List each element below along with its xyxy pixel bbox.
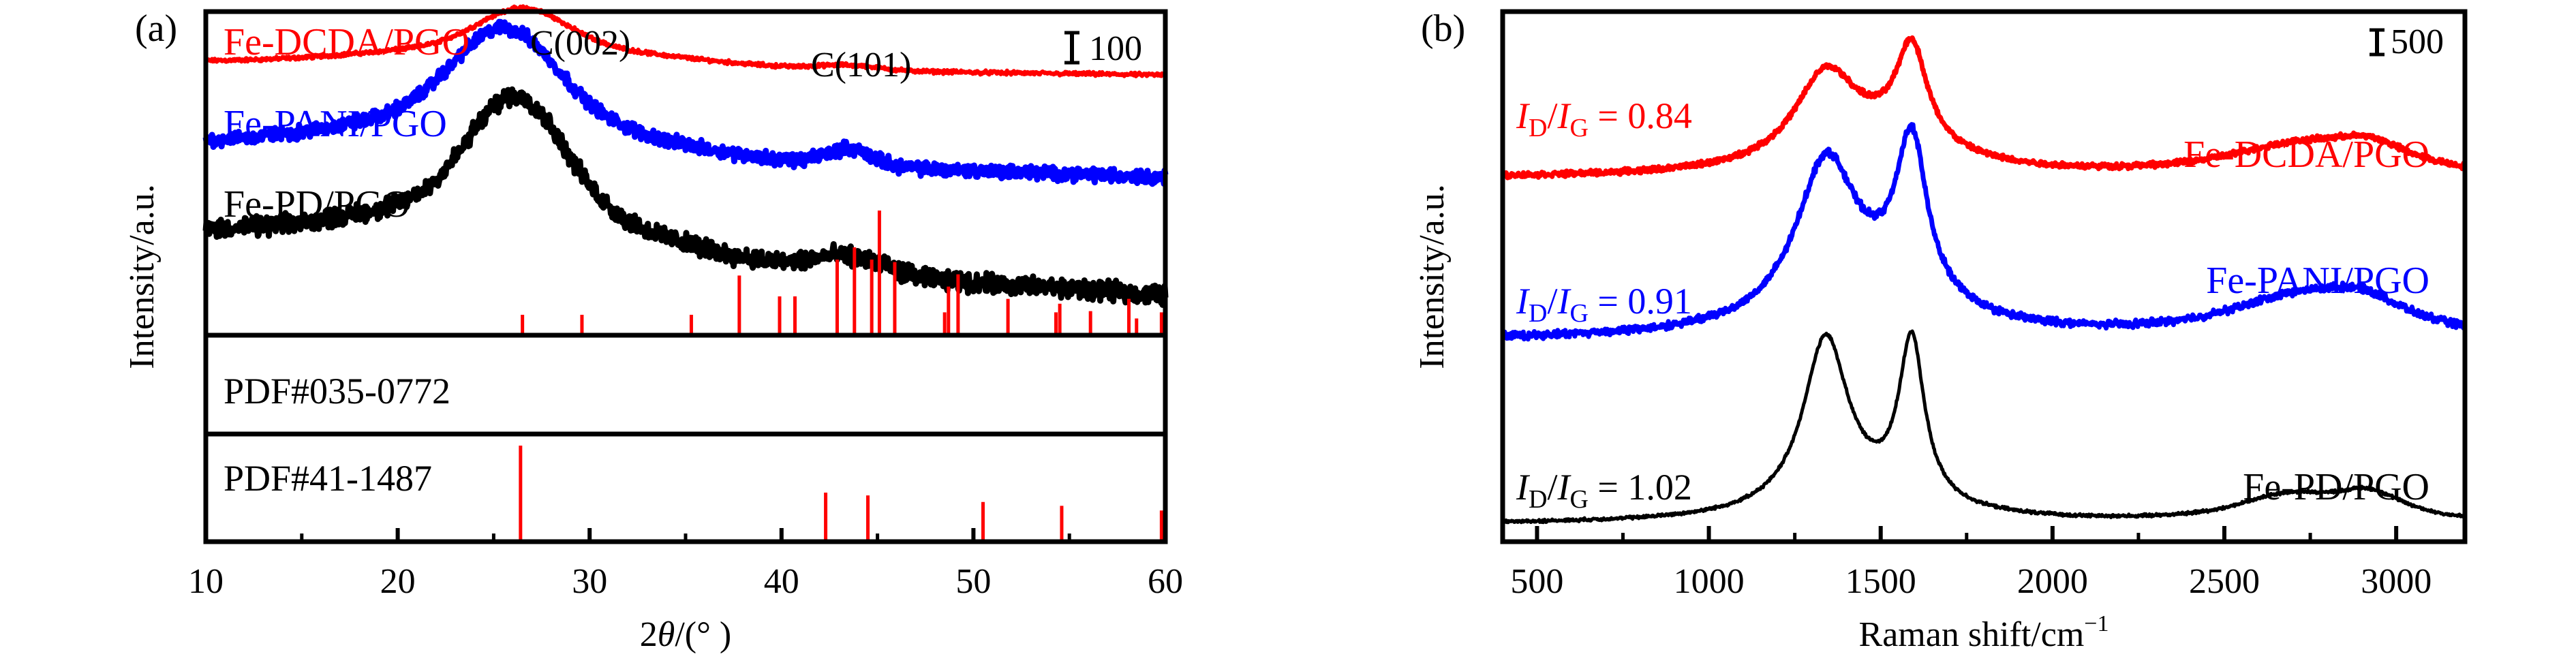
y-axis-title-a: Intensity/a.u. (123, 184, 162, 369)
series-label-fe-dcda-a: Fe-DCDA/PGO (224, 21, 470, 63)
scale-bar-b (2370, 28, 2385, 57)
ratio-label-fe-pd: ID/IG = 1.02 (1516, 467, 1692, 514)
x-tick-label: 40 (764, 562, 799, 601)
xrd-trace-fe-pani-pgo (202, 18, 1169, 187)
raman-trace-fe-pd-pgo (1501, 329, 2466, 525)
x-ticks-a (204, 528, 1167, 542)
x-tick-label: 30 (572, 562, 607, 601)
x-tick-label: 60 (1148, 562, 1183, 601)
scale-bar-label-b: 500 (2391, 22, 2444, 61)
series-label-fe-pd-a: Fe-PD/PGO (224, 183, 410, 226)
series-label-fe-pani-a: Fe-PANI/PGO (224, 103, 447, 145)
x-tick-label: 2500 (2189, 562, 2260, 601)
series-label-fe-pani-b: Fe-PANI/PGO (2206, 260, 2429, 302)
annotation-c101: C(101) (811, 46, 911, 84)
x-tick-label: 20 (380, 562, 416, 601)
raman-panel: (b) Intensity/a.u. 500 Fe-DCDA/PGO Fe-PA… (1413, 7, 2468, 654)
x-axis-title-a: 2θ/(° ) (640, 615, 731, 654)
y-axis-title-b: Intensity/a.u. (1413, 184, 1452, 369)
x-tick-labels-a: 10 20 30 40 50 60 (188, 562, 1183, 601)
series-label-fe-pd-b: Fe-PD/PGO (2243, 466, 2429, 508)
ref-label-41-1487: PDF#41-1487 (224, 458, 432, 499)
x-tick-label: 2000 (2017, 562, 2088, 601)
raman-trace-fe-dcda-pgo (1501, 35, 2467, 181)
x-tick-labels-b: 500 1000 1500 2000 2500 3000 (1510, 562, 2432, 601)
ratio-label-fe-dcda: ID/IG = 0.84 (1516, 95, 1692, 142)
xrd-series-group (202, 4, 1169, 308)
x-tick-label: 500 (1510, 562, 1563, 601)
xrd-trace-fe-pd-pgo (202, 86, 1169, 308)
series-label-fe-dcda-b: Fe-DCDA/PGO (2183, 134, 2429, 176)
xrd-trace-fe-dcda-pgo (204, 4, 1167, 78)
panel-label-a: (a) (135, 7, 177, 50)
x-axis-title-b: Raman shift/cm−1 (1859, 611, 2109, 654)
ref-label-035-0772: PDF#035-0772 (224, 371, 450, 412)
plot-frame-b (1500, 9, 2468, 544)
xrd-panel: (a) Intensity/a.u. Fe-DCDA/PGO Fe-PANI/P… (123, 4, 1183, 654)
raman-trace-fe-pani-pgo (1500, 122, 2467, 342)
x-tick-label: 1500 (1845, 562, 1916, 601)
x-tick-label: 10 (188, 562, 224, 601)
scale-bar-label-a: 100 (1089, 29, 1142, 68)
x-tick-label: 1000 (1674, 562, 1745, 601)
annotation-c002: C(002) (530, 24, 630, 63)
x-ticks-b (1535, 526, 2399, 542)
raman-series-group (1500, 35, 2467, 525)
ratio-label-fe-pani: ID/IG = 0.91 (1516, 281, 1692, 328)
reference-sticks-group (519, 211, 1163, 540)
scale-bar-a (1064, 31, 1079, 65)
x-tick-label: 3000 (2361, 562, 2432, 601)
panel-label-b: (b) (1421, 7, 1465, 50)
x-tick-label: 50 (955, 562, 991, 601)
